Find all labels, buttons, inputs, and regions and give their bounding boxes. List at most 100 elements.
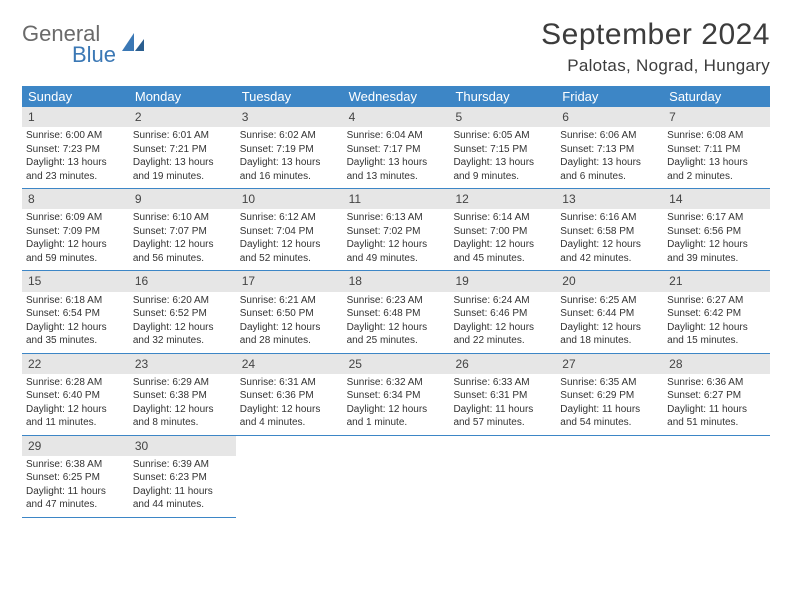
- day-cell: 28Sunrise: 6:36 AMSunset: 6:27 PMDayligh…: [663, 354, 770, 435]
- sunset-text: Sunset: 7:11 PM: [667, 143, 766, 157]
- daylight-text: Daylight: 12 hours: [453, 238, 552, 252]
- sunset-text: Sunset: 6:52 PM: [133, 307, 232, 321]
- day-body: Sunrise: 6:02 AMSunset: 7:19 PMDaylight:…: [236, 127, 343, 188]
- sunset-text: Sunset: 7:23 PM: [26, 143, 125, 157]
- empty-cell: [449, 436, 556, 518]
- location: Palotas, Nograd, Hungary: [541, 56, 770, 76]
- title-block: September 2024 Palotas, Nograd, Hungary: [541, 18, 770, 76]
- day-number: 12: [449, 189, 556, 209]
- dow-row: SundayMondayTuesdayWednesdayThursdayFrid…: [22, 86, 770, 107]
- daylight-text-2: and 13 minutes.: [347, 170, 446, 184]
- empty-cell: [343, 436, 450, 518]
- day-cell: 23Sunrise: 6:29 AMSunset: 6:38 PMDayligh…: [129, 354, 236, 435]
- daylight-text-2: and 23 minutes.: [26, 170, 125, 184]
- sunrise-text: Sunrise: 6:29 AM: [133, 376, 232, 390]
- day-body: Sunrise: 6:05 AMSunset: 7:15 PMDaylight:…: [449, 127, 556, 188]
- sunrise-text: Sunrise: 6:38 AM: [26, 458, 125, 472]
- day-cell: 24Sunrise: 6:31 AMSunset: 6:36 PMDayligh…: [236, 354, 343, 435]
- day-number: 10: [236, 189, 343, 209]
- day-number: 20: [556, 271, 663, 291]
- daylight-text-2: and 51 minutes.: [667, 416, 766, 430]
- sunrise-text: Sunrise: 6:00 AM: [26, 129, 125, 143]
- day-body: Sunrise: 6:10 AMSunset: 7:07 PMDaylight:…: [129, 209, 236, 270]
- sunset-text: Sunset: 6:46 PM: [453, 307, 552, 321]
- week-row: 15Sunrise: 6:18 AMSunset: 6:54 PMDayligh…: [22, 271, 770, 353]
- sunrise-text: Sunrise: 6:20 AM: [133, 294, 232, 308]
- day-number: 30: [129, 436, 236, 456]
- week-row: 8Sunrise: 6:09 AMSunset: 7:09 PMDaylight…: [22, 189, 770, 271]
- day-cell: 14Sunrise: 6:17 AMSunset: 6:56 PMDayligh…: [663, 189, 770, 270]
- dow-cell: Sunday: [22, 86, 129, 107]
- daylight-text-2: and 22 minutes.: [453, 334, 552, 348]
- sunset-text: Sunset: 7:07 PM: [133, 225, 232, 239]
- daylight-text: Daylight: 11 hours: [133, 485, 232, 499]
- day-body: Sunrise: 6:14 AMSunset: 7:00 PMDaylight:…: [449, 209, 556, 270]
- sunrise-text: Sunrise: 6:04 AM: [347, 129, 446, 143]
- daylight-text: Daylight: 12 hours: [240, 321, 339, 335]
- calendar: SundayMondayTuesdayWednesdayThursdayFrid…: [22, 86, 770, 518]
- day-body: Sunrise: 6:31 AMSunset: 6:36 PMDaylight:…: [236, 374, 343, 435]
- sunset-text: Sunset: 7:04 PM: [240, 225, 339, 239]
- daylight-text: Daylight: 12 hours: [133, 403, 232, 417]
- daylight-text-2: and 49 minutes.: [347, 252, 446, 266]
- daylight-text: Daylight: 12 hours: [667, 238, 766, 252]
- daylight-text-2: and 25 minutes.: [347, 334, 446, 348]
- day-number: 28: [663, 354, 770, 374]
- daylight-text: Daylight: 13 hours: [667, 156, 766, 170]
- day-cell: 15Sunrise: 6:18 AMSunset: 6:54 PMDayligh…: [22, 271, 129, 352]
- day-number: 9: [129, 189, 236, 209]
- header: General Blue September 2024 Palotas, Nog…: [22, 18, 770, 76]
- day-number: 24: [236, 354, 343, 374]
- daylight-text-2: and 16 minutes.: [240, 170, 339, 184]
- day-body: Sunrise: 6:13 AMSunset: 7:02 PMDaylight:…: [343, 209, 450, 270]
- day-body: Sunrise: 6:12 AMSunset: 7:04 PMDaylight:…: [236, 209, 343, 270]
- sunset-text: Sunset: 6:31 PM: [453, 389, 552, 403]
- sunrise-text: Sunrise: 6:17 AM: [667, 211, 766, 225]
- day-cell: 27Sunrise: 6:35 AMSunset: 6:29 PMDayligh…: [556, 354, 663, 435]
- daylight-text-2: and 56 minutes.: [133, 252, 232, 266]
- day-cell: 19Sunrise: 6:24 AMSunset: 6:46 PMDayligh…: [449, 271, 556, 352]
- sunrise-text: Sunrise: 6:13 AM: [347, 211, 446, 225]
- day-number: 8: [22, 189, 129, 209]
- daylight-text: Daylight: 12 hours: [667, 321, 766, 335]
- daylight-text: Daylight: 12 hours: [240, 403, 339, 417]
- day-number: 5: [449, 107, 556, 127]
- day-body: Sunrise: 6:25 AMSunset: 6:44 PMDaylight:…: [556, 292, 663, 353]
- day-cell: 22Sunrise: 6:28 AMSunset: 6:40 PMDayligh…: [22, 354, 129, 435]
- daylight-text-2: and 57 minutes.: [453, 416, 552, 430]
- sunset-text: Sunset: 7:19 PM: [240, 143, 339, 157]
- daylight-text: Daylight: 12 hours: [26, 238, 125, 252]
- sunset-text: Sunset: 7:15 PM: [453, 143, 552, 157]
- daylight-text: Daylight: 12 hours: [560, 321, 659, 335]
- daylight-text-2: and 19 minutes.: [133, 170, 232, 184]
- daylight-text: Daylight: 12 hours: [560, 238, 659, 252]
- day-number: 6: [556, 107, 663, 127]
- dow-cell: Tuesday: [236, 86, 343, 107]
- daylight-text: Daylight: 12 hours: [347, 321, 446, 335]
- sunset-text: Sunset: 6:29 PM: [560, 389, 659, 403]
- sunrise-text: Sunrise: 6:06 AM: [560, 129, 659, 143]
- day-number: 17: [236, 271, 343, 291]
- day-body: Sunrise: 6:29 AMSunset: 6:38 PMDaylight:…: [129, 374, 236, 435]
- sunrise-text: Sunrise: 6:32 AM: [347, 376, 446, 390]
- day-cell: 30Sunrise: 6:39 AMSunset: 6:23 PMDayligh…: [129, 436, 236, 518]
- sunrise-text: Sunrise: 6:23 AM: [347, 294, 446, 308]
- sunrise-text: Sunrise: 6:39 AM: [133, 458, 232, 472]
- daylight-text-2: and 45 minutes.: [453, 252, 552, 266]
- sunrise-text: Sunrise: 6:28 AM: [26, 376, 125, 390]
- day-body: Sunrise: 6:17 AMSunset: 6:56 PMDaylight:…: [663, 209, 770, 270]
- day-body: Sunrise: 6:06 AMSunset: 7:13 PMDaylight:…: [556, 127, 663, 188]
- day-body: Sunrise: 6:28 AMSunset: 6:40 PMDaylight:…: [22, 374, 129, 435]
- daylight-text-2: and 1 minute.: [347, 416, 446, 430]
- daylight-text: Daylight: 13 hours: [347, 156, 446, 170]
- empty-cell: [556, 436, 663, 518]
- empty-cell: [236, 436, 343, 518]
- day-cell: 3Sunrise: 6:02 AMSunset: 7:19 PMDaylight…: [236, 107, 343, 188]
- day-number: 23: [129, 354, 236, 374]
- dow-cell: Friday: [556, 86, 663, 107]
- week-row: 22Sunrise: 6:28 AMSunset: 6:40 PMDayligh…: [22, 354, 770, 436]
- daylight-text: Daylight: 13 hours: [26, 156, 125, 170]
- sunrise-text: Sunrise: 6:12 AM: [240, 211, 339, 225]
- sunrise-text: Sunrise: 6:02 AM: [240, 129, 339, 143]
- day-cell: 16Sunrise: 6:20 AMSunset: 6:52 PMDayligh…: [129, 271, 236, 352]
